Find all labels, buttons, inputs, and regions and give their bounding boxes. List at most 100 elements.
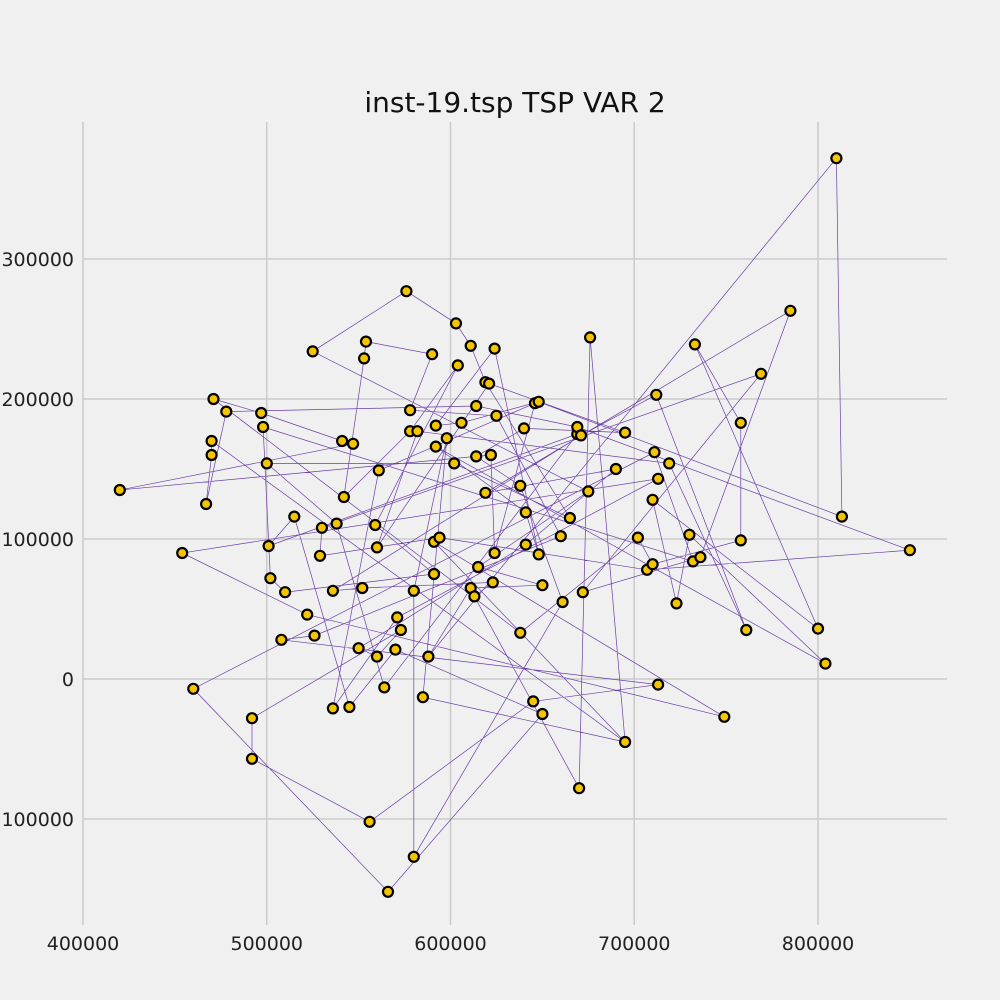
city-point [464,339,477,352]
city-point [262,539,275,553]
x-tick-label: 600000 [414,933,487,955]
city-point [381,885,395,898]
city-point [378,681,391,694]
x-tick-label: 500000 [230,933,303,955]
city-point [187,682,200,695]
city-point [754,367,768,380]
city-point [264,572,277,585]
city-point [527,695,540,708]
city-point [670,597,683,610]
city-point [200,497,213,511]
city-point [205,434,218,448]
city-point [618,426,632,439]
city-points [113,152,917,898]
city-point [288,510,301,523]
city-point [275,633,288,646]
city-point [176,546,189,560]
city-point [734,534,747,547]
city-point [326,584,339,597]
tour-path [119,157,911,893]
city-point [556,595,569,609]
city-point [279,586,292,599]
city-point [576,586,589,599]
city-point [330,517,343,530]
city-point [336,434,349,448]
city-point [407,850,420,863]
city-point [651,678,665,691]
city-point [422,650,435,663]
city-point [903,544,917,557]
city-point [326,702,339,715]
city-point [433,531,446,544]
city-point [369,518,382,532]
city-point [835,510,849,523]
city-point [734,416,747,429]
city-point [315,521,328,534]
city-point [479,486,492,499]
city-point [220,405,233,418]
city-point [358,352,371,365]
city-point [337,490,350,504]
city-point [718,710,731,723]
city-point [343,700,356,714]
city-point [618,735,632,749]
city-point [651,472,665,485]
x-tick-label: 700000 [598,933,671,955]
city-point [483,377,496,390]
city-point [429,440,442,453]
city-point [411,425,424,438]
city-point [536,707,549,721]
city-point [811,622,825,635]
city-point [472,560,485,574]
city-point [207,392,220,406]
city-point [470,450,483,463]
city-point [694,551,707,564]
city-point [448,457,461,470]
city-point [352,642,365,655]
city-point [688,338,702,351]
city-point [490,409,503,422]
city-point [683,528,696,541]
city-point [519,506,532,519]
city-point [257,420,270,434]
city-point [389,643,402,656]
city-point [391,611,404,624]
city-point [740,623,753,637]
city-point [404,404,417,417]
city-point [532,548,545,561]
city-point [582,485,595,498]
x-tick-label: 400000 [47,933,120,955]
city-point [514,626,527,639]
city-point [455,416,468,429]
y-tick-label: 0 [62,669,74,691]
city-point [400,285,413,298]
y-tick-label: 100000 [1,529,74,551]
city-point [301,608,314,621]
grid [82,122,947,925]
city-point [514,479,527,492]
city-point [484,448,497,462]
city-point [255,406,268,420]
city-point [663,457,676,470]
city-point [306,345,319,358]
city-point [449,317,463,330]
city-point [370,650,384,663]
city-point [519,538,532,551]
city-point [784,304,797,317]
city-point [347,437,360,450]
city-point [532,395,545,408]
y-tick-label: 100000 [1,809,74,831]
city-point [429,419,442,432]
city-point [363,815,376,828]
city-point [536,579,549,592]
city-point [113,483,126,497]
city-point [426,348,439,361]
city-point [308,629,321,642]
city-point [370,541,384,554]
city-point [468,590,481,603]
city-point [574,429,588,442]
city-point [486,576,499,589]
city-point [245,712,259,725]
city-point [488,342,501,355]
